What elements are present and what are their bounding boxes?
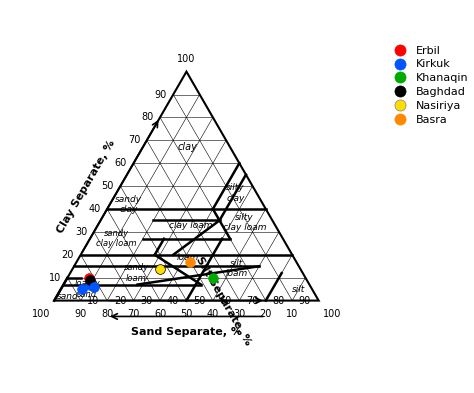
- Text: 10: 10: [49, 273, 61, 283]
- Text: 10: 10: [87, 296, 100, 306]
- Text: clay loam: clay loam: [169, 220, 212, 230]
- Text: sandy
clay: sandy clay: [115, 195, 142, 214]
- Text: 90: 90: [74, 309, 87, 318]
- Text: 50: 50: [101, 181, 114, 191]
- Text: 90: 90: [155, 90, 167, 99]
- Text: 60: 60: [115, 158, 127, 168]
- Text: 70: 70: [246, 296, 258, 306]
- Text: 40: 40: [207, 309, 219, 318]
- Text: 80: 80: [273, 296, 284, 306]
- Text: clay: clay: [178, 142, 198, 152]
- Text: Clay Separate, %: Clay Separate, %: [55, 138, 117, 235]
- Legend: Erbil, Kirkuk, Khanaqin, Baghdad, Nasiriya, Basra: Erbil, Kirkuk, Khanaqin, Baghdad, Nasiri…: [384, 41, 473, 129]
- Text: loam: loam: [177, 253, 199, 262]
- Text: silt
loam: silt loam: [226, 259, 248, 278]
- Text: 30: 30: [140, 296, 153, 306]
- Text: 50: 50: [193, 296, 205, 306]
- Text: 60: 60: [219, 296, 232, 306]
- Text: 40: 40: [167, 296, 179, 306]
- Text: 70: 70: [128, 135, 140, 145]
- Text: 30: 30: [233, 309, 246, 318]
- Text: 20: 20: [114, 296, 126, 306]
- Text: 20: 20: [62, 250, 74, 260]
- Text: 100: 100: [32, 309, 50, 318]
- Text: 80: 80: [101, 309, 113, 318]
- Text: 30: 30: [75, 227, 87, 237]
- Text: 100: 100: [323, 309, 341, 318]
- Text: silty
clay: silty clay: [226, 183, 245, 203]
- Text: 80: 80: [141, 112, 154, 122]
- Text: sand: sand: [56, 292, 78, 301]
- Text: 50: 50: [180, 309, 192, 318]
- Text: Silt Separate, %: Silt Separate, %: [194, 255, 253, 347]
- Text: 90: 90: [299, 296, 311, 306]
- Text: sandy
loam: sandy loam: [124, 263, 149, 283]
- Text: silty
clay loam: silty clay loam: [223, 213, 266, 232]
- Text: Sand Separate, %: Sand Separate, %: [131, 327, 242, 337]
- Text: 10: 10: [286, 309, 298, 318]
- Text: 20: 20: [260, 309, 272, 318]
- Text: loamy
sand: loamy sand: [74, 279, 100, 299]
- Text: 100: 100: [177, 54, 196, 64]
- Text: 60: 60: [154, 309, 166, 318]
- Text: sandy
clay loam: sandy clay loam: [96, 229, 137, 248]
- Text: 70: 70: [128, 309, 140, 318]
- Text: silt: silt: [292, 285, 305, 294]
- Text: 40: 40: [88, 204, 100, 214]
